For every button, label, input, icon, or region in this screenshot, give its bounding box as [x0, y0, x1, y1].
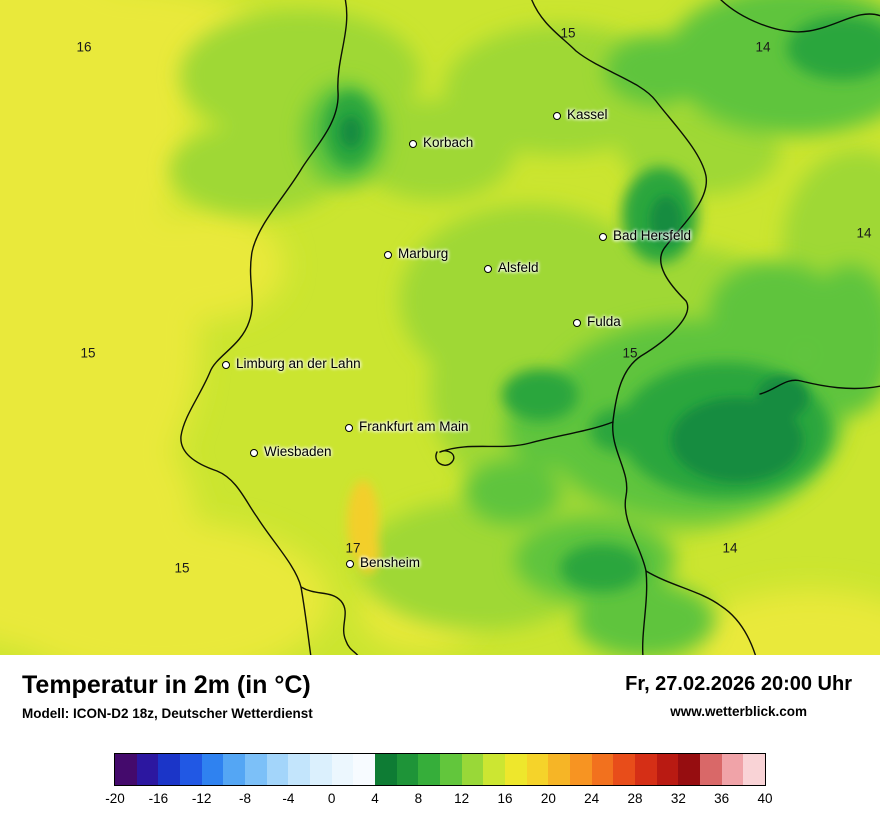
legend-color-cell: [418, 753, 441, 785]
temperature-field-svg: [0, 0, 880, 655]
city-label: Wiesbaden: [264, 444, 332, 459]
model-info: Modell: ICON-D2 18z, Deutscher Wetterdie…: [22, 705, 313, 721]
legend-color-cell: [461, 753, 484, 785]
legend-tick-label: -4: [282, 790, 295, 806]
temperature-value-label: 14: [722, 540, 738, 556]
legend-color-cell: [635, 753, 657, 785]
legend-color-cell: [743, 753, 766, 785]
website-label: www.wetterblick.com: [670, 704, 807, 719]
city-label: Bad Hersfeld: [613, 228, 692, 243]
legend-tick-label: -12: [191, 790, 212, 806]
legend-color-cell: [266, 753, 289, 785]
city-dot-icon: [384, 251, 392, 259]
legend-color-cell: [180, 753, 202, 785]
legend-tick-label: 32: [670, 790, 686, 806]
legend-color-cell: [288, 753, 311, 785]
legend-bar: [114, 752, 766, 786]
legend-tick-label: 20: [540, 790, 556, 806]
datetime-block: Fr, 27.02.2026 20:00 Uhr www.wetterblick…: [625, 671, 852, 719]
temperature-value-label: 14: [856, 225, 872, 241]
info-bar: Temperatur in 2m (in °C) Modell: ICON-D2…: [0, 655, 880, 721]
legend-color-cell: [656, 753, 679, 785]
legend-ticks: -20 -16 -12 -8 -4 0 4 8 12 16 20 24 28 32 36 40: [105, 790, 772, 809]
city-label: Alsfeld: [498, 260, 539, 275]
legend-color-cell: [591, 753, 614, 785]
temperature-value-label: 15: [560, 25, 576, 41]
legend-tick-label: 8: [414, 790, 423, 806]
legend-tick-label: -20: [105, 790, 125, 806]
forecast-datetime: Fr, 27.02.2026 20:00 Uhr: [625, 673, 852, 695]
legend-color-cell: [136, 753, 159, 785]
city-dot-icon: [484, 265, 492, 273]
legend-color-cell: [721, 753, 744, 785]
temperature-value-label: 15: [622, 345, 638, 361]
city-dot-icon: [222, 361, 230, 369]
legend-color-cell: [613, 753, 636, 785]
legend-color-cell: [115, 753, 137, 785]
temperature-value-label: 16: [76, 39, 92, 55]
city-label: Fulda: [587, 314, 621, 329]
legend-color-cell: [548, 753, 571, 785]
legend-color-cell: [505, 753, 527, 785]
weather-map: Kassel Korbach Bad Hersfeld Marburg Alsfeld F…: [0, 0, 880, 655]
legend-tick-label: 4: [371, 790, 379, 806]
legend-tick-label: -8: [238, 790, 252, 806]
legend-color-cell: [526, 753, 549, 785]
city-label: Limburg an der Lahn: [236, 356, 361, 371]
legend-tick-label: -16: [148, 790, 169, 806]
legend-tick-label: 36: [714, 790, 730, 806]
city-dot-icon: [573, 319, 581, 327]
legend-tick-label: 24: [584, 790, 600, 806]
temperature-value-label: 15: [174, 560, 190, 576]
legend-color-cell: [158, 753, 181, 785]
city-dot-icon: [345, 424, 353, 432]
city-dot-icon: [599, 233, 607, 241]
legend-color-cell: [375, 753, 397, 785]
city-label: Frankfurt am Main: [359, 419, 469, 434]
legend-color-cell: [331, 753, 354, 785]
city-dot-icon: [346, 560, 354, 568]
city-label: Marburg: [398, 246, 449, 261]
city-dot-icon: [250, 449, 258, 457]
legend-color-cell: [483, 753, 506, 785]
legend-tick-label: 12: [454, 790, 470, 806]
map-title: Temperatur in 2m (in °C): [22, 671, 311, 699]
city-label: Korbach: [423, 135, 474, 150]
legend-color-cell: [396, 753, 419, 785]
border-lines: [180, 0, 880, 655]
legend-color-cell: [310, 753, 332, 785]
legend-color-cell: [201, 753, 224, 785]
city-label: Bensheim: [360, 555, 421, 570]
legend-color-cell: [678, 753, 701, 785]
legend-color-cell: [570, 753, 592, 785]
temperature-value-label: 14: [755, 39, 771, 55]
legend-tick-label: 28: [627, 790, 643, 806]
legend-color-cell: [223, 753, 246, 785]
legend-color-cell: [700, 753, 722, 785]
footer: Temperatur in 2m (in °C) Modell: ICON-D2…: [0, 655, 880, 830]
city-label: Kassel: [567, 107, 608, 122]
legend-color-cell: [440, 753, 462, 785]
map-overlay: Kassel Korbach Bad Hersfeld Marburg Alsfeld F…: [76, 25, 872, 576]
legend-tick-label: 16: [497, 790, 513, 806]
legend: -20 -16 -12 -8 -4 0 4 8 12 16 20 24 28 32 36 40: [0, 752, 880, 809]
legend-tick-label: 40: [757, 790, 773, 806]
temperature-value-label: 15: [80, 345, 96, 361]
legend-color-cell: [245, 753, 267, 785]
city-dot-icon: [553, 112, 561, 120]
legend-tick-label: 0: [327, 790, 336, 806]
legend-color-cell: [353, 753, 376, 785]
temperature-value-label: 17: [345, 540, 361, 556]
title-block: Temperatur in 2m (in °C) Modell: ICON-D2…: [22, 671, 313, 721]
city-dot-icon: [409, 140, 417, 148]
